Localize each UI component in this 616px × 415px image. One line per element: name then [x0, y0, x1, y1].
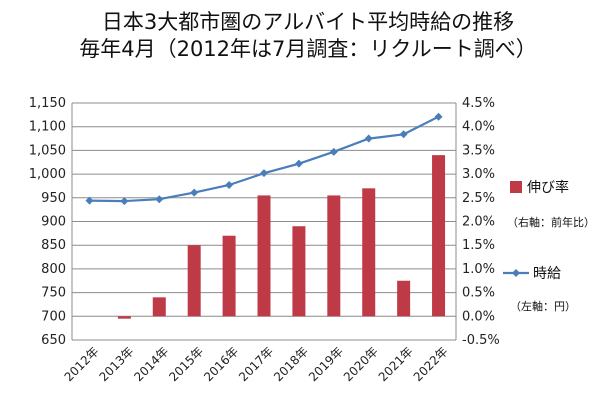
right-axis-tick: 0.5%: [462, 286, 495, 301]
bar: [117, 316, 131, 319]
bar: [432, 155, 446, 317]
bar: [152, 297, 166, 317]
line-series: [85, 112, 443, 206]
right-axis-tick: 1.5%: [462, 238, 495, 253]
left-axis-tick: 1,100: [29, 120, 66, 135]
left-axis-tick: 650: [41, 333, 66, 348]
bar-series: [117, 155, 446, 319]
line-point: [364, 134, 373, 143]
bar: [257, 195, 271, 317]
left-axis-tick: 850: [41, 238, 66, 253]
left-axis-tick: 1,050: [29, 143, 66, 158]
legend-note-line: （左軸：円）: [510, 299, 576, 313]
right-axis-tick: 3.0%: [462, 167, 495, 182]
bar: [397, 280, 411, 317]
right-axis-tick: 1.0%: [462, 262, 495, 277]
right-axis-tick: 4.5%: [462, 96, 495, 111]
x-axis-tick: 2013年: [97, 344, 137, 384]
left-axis-tick: 1,150: [29, 96, 66, 111]
legend-swatch-marker: [512, 269, 520, 277]
line-point: [120, 197, 129, 206]
bar: [362, 188, 376, 317]
bar: [222, 235, 236, 317]
line-point: [85, 196, 94, 205]
line-point: [434, 112, 443, 121]
left-axis-tick: 800: [41, 262, 66, 277]
line-point: [225, 181, 234, 190]
line-point: [190, 188, 199, 197]
right-axis-tick: 3.5%: [462, 143, 495, 158]
x-axis-tick: 2012年: [62, 344, 102, 384]
x-axis-tick: 2015年: [166, 344, 206, 384]
x-axis-tick: 2019年: [306, 344, 346, 384]
right-axis-tick: 0.0%: [462, 309, 495, 324]
x-axis-tick: 2014年: [131, 344, 171, 384]
legend: 伸び率 （右軸：前年比） 時給 （左軸：円）: [503, 179, 595, 313]
legend-label-line: 時給: [533, 266, 561, 282]
left-axis-tick: 700: [41, 309, 66, 324]
line-point: [294, 159, 303, 168]
x-axis-tick: 2022年: [411, 344, 451, 384]
x-axis-tick: 2020年: [341, 344, 381, 384]
legend-label-bar: 伸び率: [527, 179, 569, 196]
line-point: [329, 147, 338, 156]
x-axis-tick: 2018年: [271, 344, 311, 384]
line-path: [89, 115, 439, 203]
bar: [187, 245, 201, 317]
x-axis-tick: 2017年: [236, 344, 276, 384]
right-axis-tick: 2.5%: [462, 191, 495, 206]
legend-swatch-bar: [510, 181, 522, 193]
line-point: [399, 130, 408, 139]
line-point: [155, 195, 164, 204]
left-axis-tick: 950: [41, 191, 66, 206]
right-axis-tick: -0.5%: [462, 333, 500, 348]
chart-title-line2: 毎年4月（2012年は7月調査：リクルート調べ）: [79, 37, 537, 61]
x-axis-tick: 2016年: [201, 344, 241, 384]
left-axis-tick: 750: [41, 286, 66, 301]
left-axis-tick: 1,000: [29, 167, 66, 182]
legend-note-bar: （右軸：前年比）: [507, 215, 595, 229]
bar: [327, 195, 341, 317]
right-axis-tick: 4.0%: [462, 120, 495, 135]
chart-title-line1: 日本3大都市圏のアルバイト平均時給の推移: [101, 10, 515, 34]
right-axis-tick: 2.0%: [462, 215, 495, 230]
bar: [292, 226, 306, 317]
x-axis-tick: 2021年: [376, 344, 416, 384]
line-point: [260, 169, 268, 178]
left-axis-tick: 900: [41, 215, 66, 230]
